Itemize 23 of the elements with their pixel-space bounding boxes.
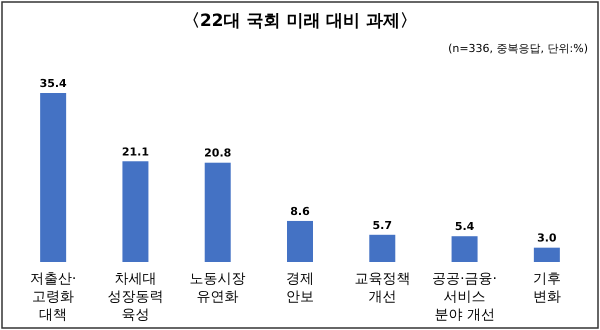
chart-title: 〈22대 국회 미래 대비 과제〉 xyxy=(182,11,418,31)
bar xyxy=(287,220,313,262)
data-label: 35.4 xyxy=(40,77,68,90)
x-tick-label: 경제 안보 xyxy=(286,271,314,305)
bar xyxy=(534,248,560,262)
chart-subtitle: (n=336, 중복응답, 단위:%) xyxy=(448,42,588,55)
data-label: 5.7 xyxy=(372,218,392,232)
data-label: 3.0 xyxy=(537,232,557,245)
bar xyxy=(369,234,396,262)
x-tick-label: 노동시장 유연화 xyxy=(190,271,246,305)
x-tick-label: 기후 변화 xyxy=(532,271,561,305)
x-tick-label: 공공·금융· 서비스 분야 개선 xyxy=(432,271,498,323)
bar xyxy=(452,236,478,262)
data-label: 5.4 xyxy=(454,220,475,234)
x-tick-label: 교육정책 개선 xyxy=(354,271,410,305)
bar xyxy=(122,161,148,262)
data-label: 8.6 xyxy=(290,204,310,218)
bar xyxy=(40,93,66,262)
x-tick-label: 저출산· 고령화 대책 xyxy=(30,271,76,323)
x-tick-label: 차세대 성장동력 육성 xyxy=(107,271,164,323)
data-label: 20.8 xyxy=(204,146,232,160)
bar xyxy=(204,162,231,262)
data-label: 21.1 xyxy=(122,145,149,158)
